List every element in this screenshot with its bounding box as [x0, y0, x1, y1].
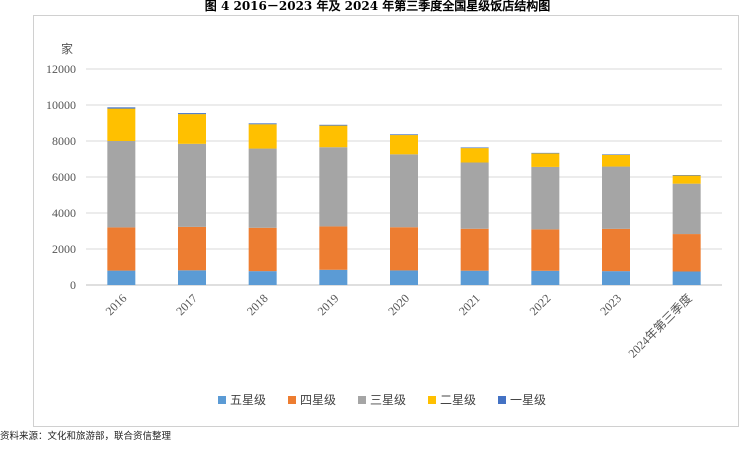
bar-segment — [390, 135, 418, 155]
x-tick-label: 2020 — [385, 291, 412, 318]
x-tick-label: 2022 — [527, 291, 554, 318]
bar-segment — [531, 152, 560, 154]
bar-segment — [460, 228, 489, 271]
y-tick-label: 6000 — [52, 170, 76, 184]
bar-segment — [390, 270, 418, 285]
bar-segment — [319, 124, 348, 126]
legend-swatch — [288, 396, 296, 404]
bar-segment — [460, 270, 489, 285]
y-tick-label: 10000 — [46, 98, 76, 112]
x-tick-label: 2024年第三季度 — [625, 291, 695, 361]
bar-segment — [531, 166, 560, 230]
x-tick-label: 2017 — [173, 291, 200, 318]
bar-segment — [672, 234, 701, 272]
bar-segment — [672, 271, 701, 285]
bar-segment — [107, 141, 136, 228]
legend-swatch — [428, 396, 436, 404]
bar-segment — [390, 227, 418, 271]
bar-segment — [248, 227, 277, 272]
bar-segment — [248, 124, 277, 149]
legend-label: 四星级 — [300, 393, 336, 407]
bar-segment — [672, 183, 701, 235]
bar-segment — [390, 134, 418, 136]
bar-segment — [602, 154, 630, 167]
chart-title: 图 4 2016－2023 年及 2024 年第三季度全国星级饭店结构图 — [204, 0, 551, 13]
bar-segment — [531, 153, 560, 167]
bar-segment — [602, 166, 630, 229]
x-tick-label: 2023 — [597, 291, 624, 318]
bar-segment — [178, 270, 206, 285]
bar-segment — [178, 226, 206, 271]
x-tick-label: 2018 — [244, 291, 271, 318]
y-tick-label: 12000 — [46, 62, 76, 76]
y-tick-label: 4000 — [52, 206, 76, 220]
y-tick-label: 8000 — [52, 134, 76, 148]
bar-segment — [672, 175, 701, 184]
bar-segment — [107, 108, 136, 141]
stacked-bar-chart: 0 2000 4000 6000 8000 10000 12000 2016 2017 2018… — [46, 41, 722, 407]
bar-segment — [460, 148, 489, 163]
bar-segment — [319, 147, 348, 227]
bar-segment — [107, 107, 136, 109]
x-tick-label: 2021 — [456, 291, 483, 318]
bar-segment — [178, 143, 206, 227]
legend-swatch — [498, 396, 506, 404]
legend-label: 三星级 — [370, 393, 406, 407]
legend-swatch — [358, 396, 366, 404]
bar-segment — [178, 113, 206, 115]
bar-segment — [107, 270, 136, 285]
source-note: 资料来源：文化和旅游部，联合资信整理 — [0, 431, 172, 442]
x-tick-label: 2019 — [315, 291, 342, 318]
bar-segment — [390, 154, 418, 228]
bar-segment — [248, 148, 277, 228]
y-tick-label: 2000 — [52, 242, 76, 256]
bar-segment — [531, 229, 560, 271]
legend-swatch — [218, 396, 226, 404]
bar-segment — [672, 175, 701, 176]
bar-segment — [319, 226, 348, 270]
legend-label: 一星级 — [510, 393, 546, 407]
y-axis-unit-label: 家 — [61, 41, 73, 56]
bar-segment — [248, 123, 277, 125]
chart-area: 0 2000 4000 6000 8000 10000 12000 2016 2017 2018… — [33, 15, 739, 427]
bar-segment — [248, 271, 277, 285]
bar-segment — [460, 147, 489, 149]
bar-segment — [319, 269, 348, 285]
x-tick-label: 2016 — [103, 291, 130, 318]
bar-segment — [602, 154, 630, 155]
bar-segment — [602, 271, 630, 285]
legend-label: 五星级 — [230, 393, 266, 407]
bar-segment — [178, 114, 206, 144]
y-tick-label: 0 — [70, 278, 76, 292]
bar-segment — [531, 270, 560, 285]
legend-label: 二星级 — [440, 393, 476, 407]
bar-segment — [460, 162, 489, 229]
bar-segment — [602, 228, 630, 272]
bar-segment — [107, 227, 136, 271]
bar-segment — [319, 125, 348, 148]
